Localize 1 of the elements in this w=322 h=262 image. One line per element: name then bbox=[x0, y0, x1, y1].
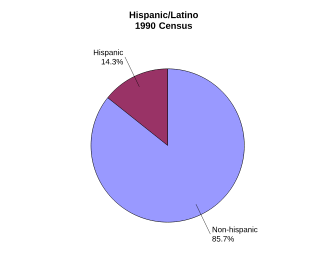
chart-title: Hispanic/Latino 1990 Census bbox=[130, 12, 198, 30]
